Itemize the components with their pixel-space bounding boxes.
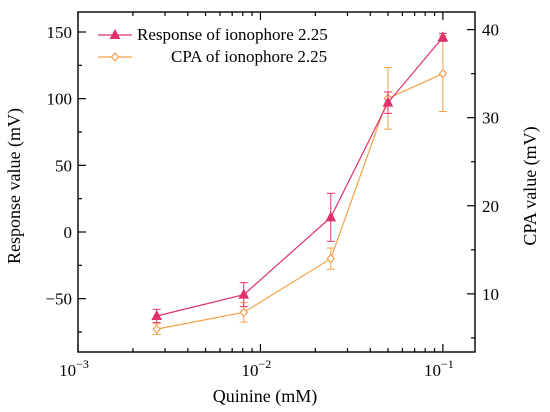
legend-item: Response of ionophore 2.25 xyxy=(98,25,328,44)
y-left-tick-label: 150 xyxy=(47,23,73,42)
series-line xyxy=(156,36,444,317)
series-0 xyxy=(151,31,449,324)
x-tick-label-exponent: −1 xyxy=(441,357,454,371)
data-point-triangle xyxy=(437,31,449,42)
legend-label: CPA of ionophore 2.25 xyxy=(171,47,327,66)
series-line xyxy=(156,73,444,330)
legend-label: Response of ionophore 2.25 xyxy=(137,25,328,44)
x-tick-label-exponent: −3 xyxy=(76,357,89,371)
data-point-triangle xyxy=(325,211,337,222)
plot-frame xyxy=(77,11,476,353)
data-point-diamond xyxy=(438,68,448,79)
x-tick-label-base: 10 xyxy=(424,361,441,380)
x-tick-label-exponent: −2 xyxy=(259,357,272,371)
x-tick-label: 10−2 xyxy=(242,357,272,380)
y-left-tick-label: 100 xyxy=(47,90,73,109)
legend-item: CPA of ionophore 2.25 xyxy=(98,47,327,66)
data-point-diamond xyxy=(326,253,336,264)
data-point-triangle xyxy=(238,288,250,299)
y-right-tick-label: 10 xyxy=(482,285,499,304)
legend-marker-triangle xyxy=(109,28,121,39)
data-point-triangle xyxy=(382,96,394,107)
x-tick-label: 10−1 xyxy=(424,357,454,380)
x-axis-label: Quinine (mM) xyxy=(213,386,317,407)
y-right-tick-label: 30 xyxy=(482,109,499,128)
data-point-diamond xyxy=(239,307,249,318)
x-tick-label-base: 10 xyxy=(59,361,76,380)
y-right-tick-label: 20 xyxy=(482,197,499,216)
y-left-tick-label: 50 xyxy=(55,156,72,175)
series-layer xyxy=(151,31,449,335)
x-tick-label-base: 10 xyxy=(242,361,259,380)
y-axis-right-label: CPA value (mV) xyxy=(520,126,541,245)
y-axis-left-label: Response value (mV) xyxy=(4,108,25,264)
y-right-tick-label: 40 xyxy=(482,21,499,40)
data-point-diamond xyxy=(152,324,161,335)
data-point-triangle xyxy=(151,309,163,320)
series-1 xyxy=(152,35,448,335)
legend: Response of ionophore 2.25 CPA of ionopho… xyxy=(98,25,328,66)
legend-marker-diamond xyxy=(110,52,120,62)
y-left-tick-label: −50 xyxy=(45,290,72,309)
y-left-tick-label: 0 xyxy=(64,223,73,242)
x-tick-label: 10−3 xyxy=(59,357,89,380)
